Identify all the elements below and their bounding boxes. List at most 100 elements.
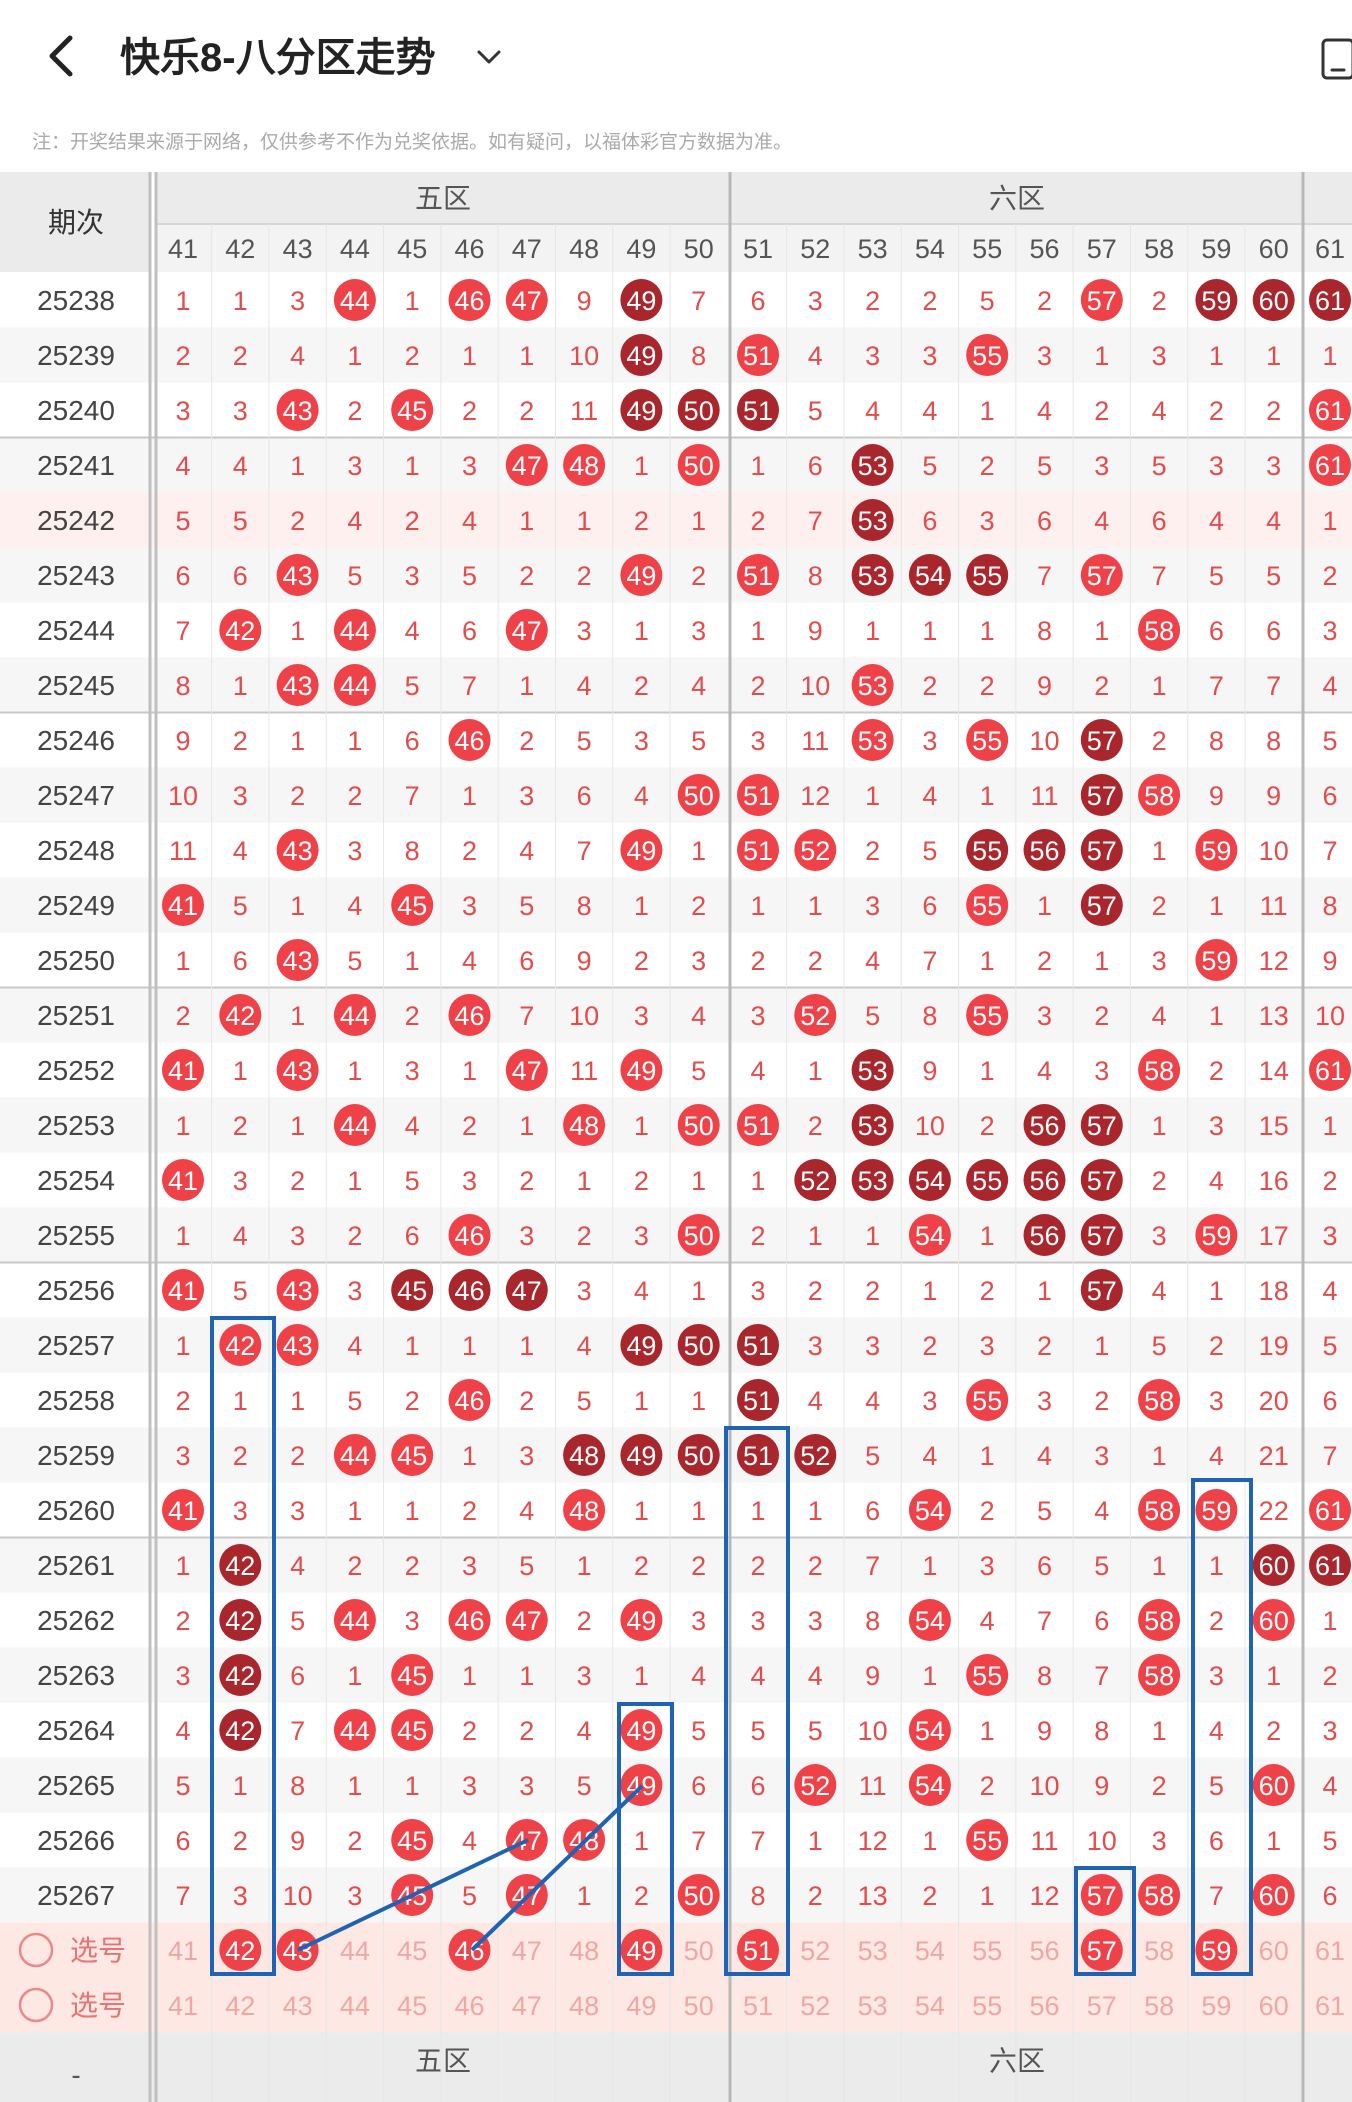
select-option[interactable]: 50 [684,1991,714,2021]
miss-count: 1 [980,781,995,811]
miss-count: 1 [922,1551,937,1581]
select-option[interactable]: 61 [1315,1991,1345,2021]
select-option[interactable]: 56 [1029,1991,1059,2021]
selected-number[interactable]: 57 [1087,1936,1117,1966]
select-option[interactable]: 56 [1029,1936,1059,1966]
miss-count: 5 [691,1056,706,1086]
select-option[interactable]: 61 [1315,1936,1345,1966]
miss-count: 4 [347,1331,362,1361]
select-option[interactable]: 50 [684,1936,714,1966]
selected-number[interactable]: 59 [1201,1936,1231,1966]
selected-number[interactable]: 43 [283,1936,313,1966]
select-label[interactable]: 选号 [70,1990,126,2021]
miss-count: 1 [691,1276,706,1306]
hit-ball [276,1324,319,1366]
select-option[interactable]: 45 [397,1991,427,2021]
select-option[interactable]: 53 [858,1936,888,1966]
select-option[interactable]: 54 [915,1991,945,2021]
select-option[interactable]: 48 [569,1991,599,2021]
select-option[interactable]: 51 [743,1991,773,2021]
select-option[interactable]: 55 [972,1936,1002,1966]
select-radio[interactable] [18,1932,54,1968]
selected-number[interactable]: 49 [626,1936,656,1966]
miss-count: 2 [519,726,534,756]
miss-count: 1 [175,1221,190,1251]
hit-number: 47 [512,1826,542,1856]
miss-count: 3 [233,1496,248,1526]
miss-count: 1 [634,891,649,921]
miss-count: 7 [1094,1661,1109,1691]
miss-count: 1 [405,451,420,481]
select-option[interactable]: 44 [340,1991,370,2021]
page-title[interactable]: 快乐8-八分区走势 [120,36,436,80]
hit-number: 52 [800,1001,830,1031]
hit-number: 57 [1087,891,1117,921]
hit-number: 57 [1087,726,1117,756]
select-option[interactable]: 46 [454,1991,484,2021]
select-option[interactable]: 60 [1259,1936,1289,1966]
select-option[interactable]: 47 [512,1936,542,1966]
miss-count: 9 [577,286,592,316]
miss-count: 8 [1094,1716,1109,1746]
select-option[interactable]: 59 [1201,1991,1231,2021]
select-option[interactable]: 55 [972,1991,1002,2021]
hit-number: 46 [454,286,484,316]
select-option[interactable]: 48 [569,1936,599,1966]
select-option[interactable]: 44 [340,1936,370,1966]
miss-count: 5 [750,1716,765,1746]
miss-count: 2 [1209,1056,1224,1086]
hit-ball [851,444,894,486]
chevron-down-icon[interactable] [472,40,506,74]
miss-count: 2 [1152,286,1167,316]
period-25256: 25256 [37,1275,115,1306]
hit-ball [966,829,1009,871]
select-option[interactable]: 53 [858,1991,888,2021]
miss-count: 2 [1037,946,1052,976]
miss-count: 2 [1152,1771,1167,1801]
select-option[interactable]: 54 [915,1936,945,1966]
device-icon[interactable] [1320,36,1352,82]
select-option[interactable]: 43 [283,1991,313,2021]
hit-number: 43 [283,396,313,426]
hit-number: 49 [626,1606,656,1636]
hit-number: 42 [225,1716,255,1746]
select-option[interactable]: 45 [397,1936,427,1966]
select-label[interactable]: 选号 [70,1935,126,1966]
select-option[interactable]: 49 [626,1991,656,2021]
miss-count: 2 [1152,1166,1167,1196]
miss-count: 2 [865,836,880,866]
select-option[interactable]: 57 [1087,1991,1117,2021]
select-option[interactable]: 41 [168,1936,198,1966]
select-option[interactable]: 52 [800,1936,830,1966]
miss-count: 9 [290,1826,305,1856]
hit-number: 50 [684,1221,714,1251]
miss-count: 2 [808,1551,823,1581]
column-header-41: 41 [168,234,198,264]
selected-number[interactable]: 42 [225,1936,255,1966]
hit-ball [276,1269,319,1311]
select-option[interactable]: 58 [1144,1936,1174,1966]
footer-zone-header [0,2032,1352,2102]
miss-count: 5 [808,1716,823,1746]
select-option[interactable]: 52 [800,1991,830,2021]
period-25262: 25262 [37,1605,115,1636]
select-option[interactable]: 58 [1144,1991,1174,2021]
back-button[interactable] [38,26,88,86]
hit-ball [333,279,376,321]
select-option[interactable]: 60 [1259,1991,1289,2021]
miss-count: 6 [1037,1551,1052,1581]
miss-count: 1 [750,1496,765,1526]
select-radio[interactable] [18,1987,54,2023]
hit-ball [737,334,779,376]
miss-count: 1 [462,1661,477,1691]
select-option[interactable]: 41 [168,1991,198,2021]
miss-count: 4 [347,506,362,536]
selected-number[interactable]: 51 [743,1936,773,1966]
selected-number[interactable]: 46 [454,1936,484,1966]
select-option[interactable]: 42 [225,1991,255,2021]
hit-ball [276,389,319,431]
column-header-45: 45 [397,234,427,264]
period-25254: 25254 [37,1165,115,1196]
miss-count: 2 [634,1166,649,1196]
select-option[interactable]: 47 [512,1991,542,2021]
